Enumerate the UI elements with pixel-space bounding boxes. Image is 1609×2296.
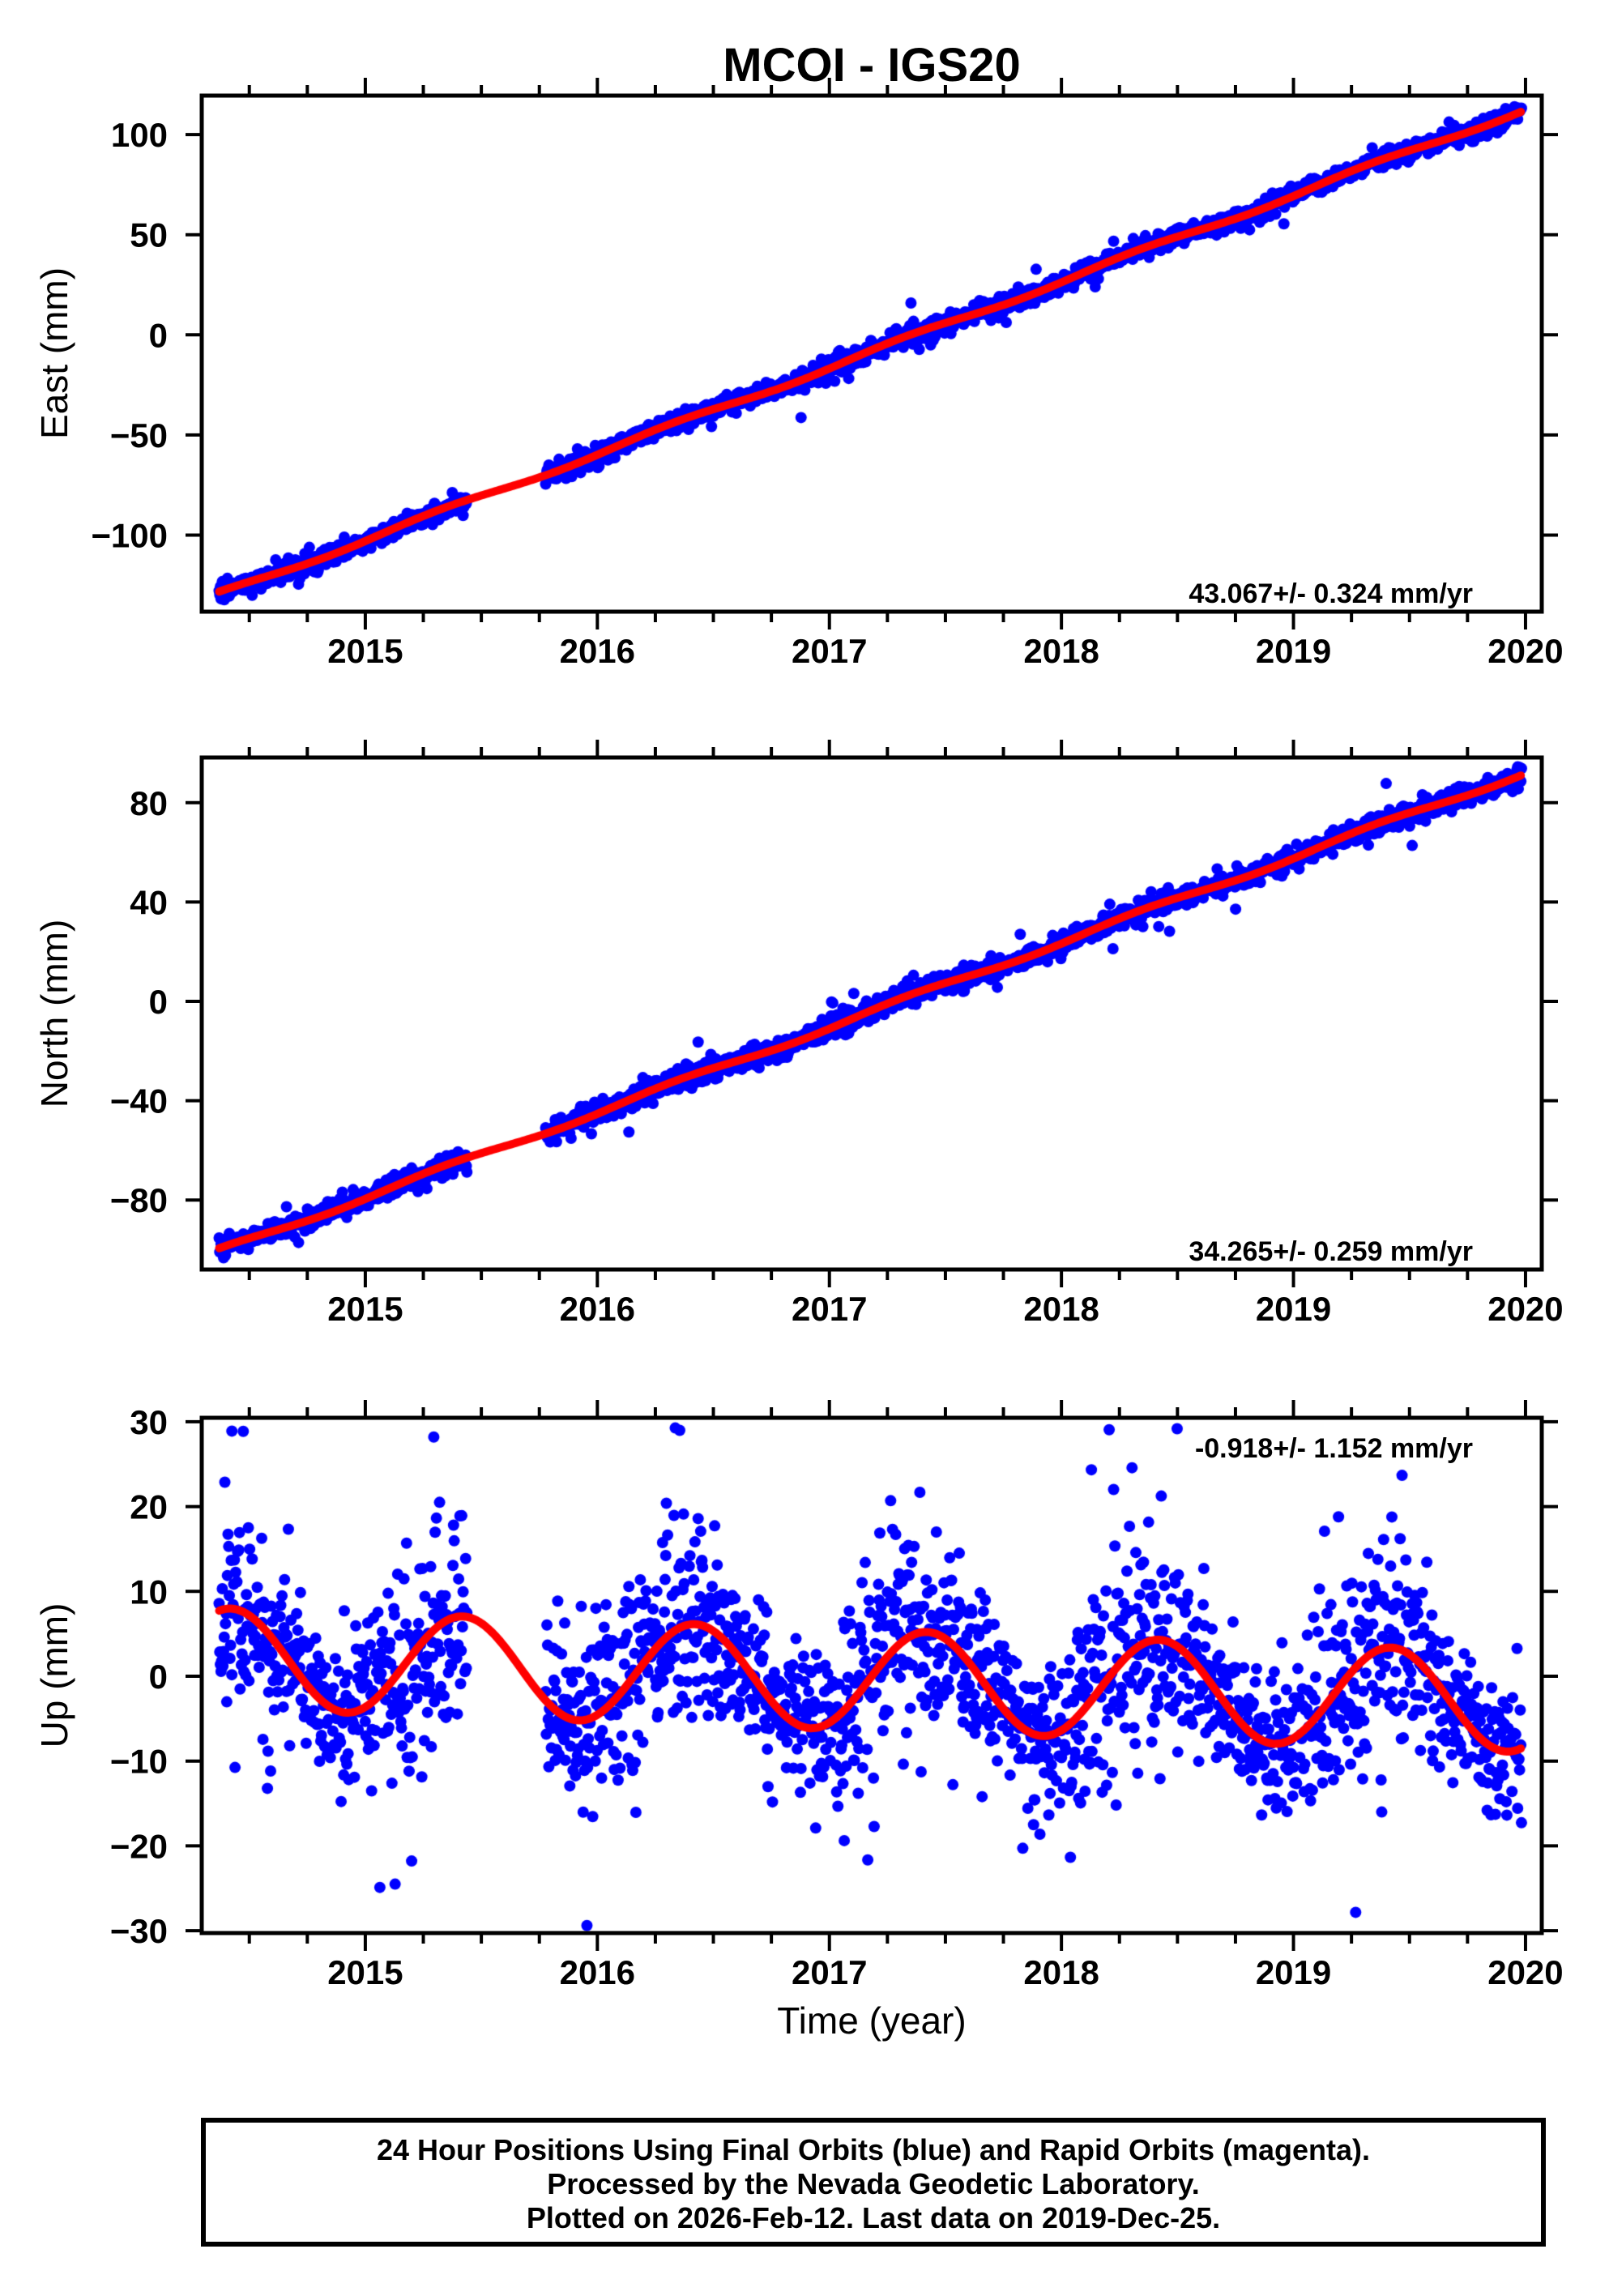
plot-frame — [199, 1415, 1544, 1935]
x-tick-label: 2020 — [1487, 632, 1563, 670]
y-tick-label: −80 — [110, 1181, 168, 1219]
footer-line-2: Processed by the Nevada Geodetic Laborat… — [547, 2167, 1200, 2200]
footer-line-3: Plotted on 2026-Feb-12. Last data on 201… — [527, 2201, 1220, 2234]
east-plot-axes: 100 50 0 −50 −100 2015 2016 2017 2018 2019 2020 — [91, 78, 1564, 670]
north-axis-label: North (mm) — [33, 920, 75, 1108]
y-tick-label: 0 — [149, 1658, 168, 1696]
footer-line-1: 24 Hour Positions Using Final Orbits (bl… — [377, 2133, 1370, 2166]
x-tick-label: 2016 — [560, 1290, 635, 1328]
y-tick-label: −50 — [110, 416, 168, 455]
y-tick-label: 40 — [130, 883, 168, 921]
x-tick-label: 2018 — [1023, 632, 1099, 670]
y-tick-label: 100 — [111, 116, 168, 154]
x-tick-label: 2020 — [1487, 1290, 1563, 1328]
plot-frame — [199, 755, 1544, 1272]
x-tick-label: 2015 — [327, 1953, 403, 1991]
x-tick-label: 2019 — [1256, 1290, 1331, 1328]
x-tick-label: 2017 — [792, 632, 867, 670]
y-tick-label: 20 — [130, 1488, 168, 1526]
y-tick-label: 30 — [130, 1403, 168, 1441]
y-tick-label: 80 — [130, 784, 168, 822]
y-tick-label: 0 — [149, 316, 168, 354]
x-tick-label: 2018 — [1023, 1290, 1099, 1328]
east-axis-label: East (mm) — [33, 267, 75, 439]
plot-frame — [199, 93, 1544, 614]
page-title: MCOI - IGS20 — [723, 39, 1020, 92]
x-tick-label: 2016 — [560, 1953, 635, 1991]
y-tick-label: −30 — [110, 1912, 168, 1950]
x-tick-label: 2019 — [1256, 1953, 1331, 1991]
footer-border — [201, 2118, 1546, 2247]
y-tick-label: 0 — [149, 983, 168, 1021]
x-tick-label: 2018 — [1023, 1953, 1099, 1991]
y-tick-label: −20 — [110, 1827, 168, 1865]
up-rate-label: -0.918+/- 1.152 mm/yr — [1195, 1433, 1473, 1464]
east-rate-label: 43.067+/- 0.324 mm/yr — [1189, 578, 1473, 609]
x-tick-label: 2017 — [792, 1290, 867, 1328]
x-axis-label: Time (year) — [777, 1999, 966, 2042]
y-tick-label: −100 — [91, 517, 168, 555]
y-tick-label: −40 — [110, 1082, 168, 1120]
x-tick-label: 2016 — [560, 632, 635, 670]
x-tick-label: 2020 — [1487, 1953, 1563, 1991]
up-plot-axes: 30 20 10 0 −10 −20 −30 2015 2016 2017 2018 2019 2020 — [110, 1400, 1564, 1991]
north-plot-axes: 80 40 0 −40 −80 2015 2016 2017 2018 2019 2020 — [110, 740, 1564, 1328]
north-rate-label: 34.265+/- 0.259 mm/yr — [1189, 1236, 1473, 1267]
x-tick-label: 2015 — [327, 632, 403, 670]
footer-box: 24 Hour Positions Using Final Orbits (bl… — [201, 2118, 1546, 2247]
x-tick-label: 2017 — [792, 1953, 867, 1991]
up-axis-label: Up (mm) — [33, 1603, 75, 1748]
y-tick-label: 10 — [130, 1573, 168, 1611]
x-tick-label: 2019 — [1256, 632, 1331, 670]
y-tick-label: 50 — [130, 216, 168, 254]
y-tick-label: −10 — [110, 1743, 168, 1781]
x-tick-label: 2015 — [327, 1290, 403, 1328]
